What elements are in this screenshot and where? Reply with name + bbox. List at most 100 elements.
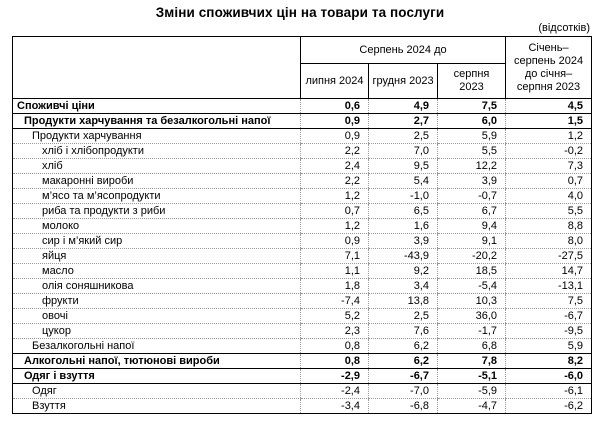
row-value: 18,5 (436, 263, 506, 279)
row-value: -2,4 (300, 383, 369, 399)
row-value: 5,4 (368, 173, 438, 189)
table-row: Безалкогольні напої 0,8 6,2 6,8 5,9 (12, 338, 592, 354)
row-value: -5,4 (436, 278, 506, 294)
column-header-dec-2023: грудня 2023 (368, 63, 438, 99)
row-value: 14,7 (505, 263, 592, 279)
row-value: 9,5 (368, 158, 438, 174)
row-value: 0,9 (300, 113, 369, 129)
row-value: 2,2 (300, 143, 369, 159)
row-value: 0,8 (300, 353, 369, 369)
row-label: цукор (12, 323, 301, 339)
row-value: 0,9 (300, 128, 369, 144)
row-value: -1,0 (368, 188, 438, 204)
row-label: Алкогольні напої, тютюнові вироби (12, 353, 301, 369)
row-label: Одяг (12, 383, 301, 399)
row-value: 6,5 (368, 203, 438, 219)
row-value: 5,5 (436, 143, 506, 159)
row-value: 4,0 (505, 188, 592, 204)
row-value: 7,1 (300, 248, 369, 264)
row-value: 1,5 (505, 113, 592, 129)
row-value: -1,7 (436, 323, 506, 339)
table-row: хліб і хлібопродукти 2,2 7,0 5,5 -0,2 (12, 143, 592, 159)
table-row: Споживчі ціни 0,6 4,9 7,5 4,5 (12, 98, 592, 114)
row-value: 5,9 (436, 128, 506, 144)
row-value: 6,2 (368, 338, 438, 354)
row-value: 5,5 (505, 203, 592, 219)
row-value: -6,8 (368, 398, 438, 414)
table-row: Одяг і взуття -2,9 -6,7 -5,1 -6,0 (12, 368, 592, 384)
row-value: 0,9 (300, 233, 369, 249)
row-value: 13,8 (368, 293, 438, 309)
table-row: хліб 2,4 9,5 12,2 7,3 (12, 158, 592, 174)
row-value: 2,5 (368, 308, 438, 324)
row-value: 2,3 (300, 323, 369, 339)
consumer-price-table: Серпень 2024 до Січень–серпень 2024 до с… (12, 36, 593, 414)
row-value: -13,1 (505, 278, 592, 294)
row-value: -4,7 (436, 398, 506, 414)
row-value: -9,5 (505, 323, 592, 339)
row-value: -0,2 (505, 143, 592, 159)
row-value: 6,2 (368, 353, 438, 369)
row-value: 6,7 (436, 203, 506, 219)
row-value: 12,2 (436, 158, 506, 174)
row-value: 7,6 (368, 323, 438, 339)
row-label: Взуття (12, 398, 301, 414)
row-label: фрукти (12, 293, 301, 309)
row-label: риба та продукти з риби (12, 203, 301, 219)
row-value: 7,0 (368, 143, 438, 159)
row-value: 5,2 (300, 308, 369, 324)
table-row: макаронні вироби 2,2 5,4 3,9 0,7 (12, 173, 592, 189)
row-value: 1,6 (368, 218, 438, 234)
row-value: 2,5 (368, 128, 438, 144)
row-label: овочі (12, 308, 301, 324)
row-value: -6,1 (505, 383, 592, 399)
row-value: 2,7 (368, 113, 438, 129)
row-label: м’ясо та м’ясопродукти (12, 188, 301, 204)
table-row: фрукти -7,4 13,8 10,3 7,5 (12, 293, 592, 309)
row-value: 7,5 (505, 293, 592, 309)
row-label: Споживчі ціни (12, 98, 301, 114)
unit-note: (відсотків) (538, 22, 590, 34)
row-value: -0,7 (436, 188, 506, 204)
table-row: масло 1,1 9,2 18,5 14,7 (12, 263, 592, 279)
row-value: -6,7 (505, 308, 592, 324)
row-value: 1,8 (300, 278, 369, 294)
table-row: Продукти харчування та безалкогольні нап… (12, 113, 592, 129)
row-label: макаронні вироби (12, 173, 301, 189)
column-header-aug-2023: серпня 2023 (436, 63, 507, 99)
table-row: Взуття -3,4 -6,8 -4,7 -6,2 (12, 398, 592, 414)
row-value: 4,5 (505, 98, 592, 114)
table-row: олія соняшникова 1,8 3,4 -5,4 -13,1 (12, 278, 592, 294)
row-label: Безалкогольні напої (12, 338, 301, 354)
table-row: сир і м’який сир 0,9 3,9 9,1 8,0 (12, 233, 592, 249)
row-value: 8,2 (505, 353, 592, 369)
row-value: 4,9 (368, 98, 438, 114)
column-header-jan-aug: Січень–серпень 2024 до січня–серпня 2023 (505, 36, 593, 99)
row-label: Одяг і взуття (12, 368, 301, 384)
corner-cell (12, 36, 301, 99)
column-group-header: Серпень 2024 до (299, 36, 507, 64)
row-value: 7,5 (436, 98, 506, 114)
column-header-july-2024: липня 2024 (300, 63, 369, 99)
row-value: -43,9 (368, 248, 438, 264)
row-value: -5,9 (436, 383, 506, 399)
table-row: овочі 5,2 2,5 36,0 -6,7 (12, 308, 592, 324)
row-value: 7,8 (436, 353, 506, 369)
row-value: 0,6 (300, 98, 369, 114)
row-value: -20,2 (436, 248, 506, 264)
row-value: 8,0 (505, 233, 592, 249)
table-row: м’ясо та м’ясопродукти 1,2 -1,0 -0,7 4,0 (12, 188, 592, 204)
row-value: -27,5 (505, 248, 592, 264)
row-value: 9,1 (436, 233, 506, 249)
row-label: масло (12, 263, 301, 279)
row-value: 0,7 (505, 173, 592, 189)
row-value: 3,9 (436, 173, 506, 189)
row-value: 0,7 (300, 203, 369, 219)
row-value: 1,2 (300, 218, 369, 234)
row-value: 3,4 (368, 278, 438, 294)
row-value: 6,0 (436, 113, 506, 129)
table-row: цукор 2,3 7,6 -1,7 -9,5 (12, 323, 592, 339)
row-value: 1,2 (300, 188, 369, 204)
row-value: 7,3 (505, 158, 592, 174)
